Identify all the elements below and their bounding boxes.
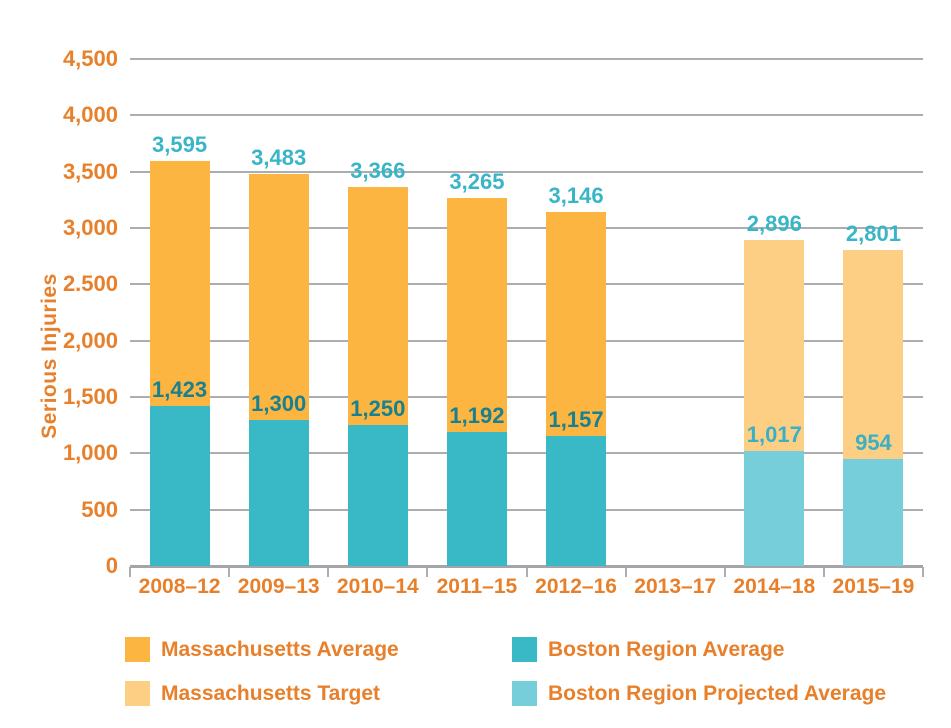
x-tick-mark: [129, 567, 131, 577]
x-tick-mark: [922, 567, 924, 577]
legend-swatch: [512, 681, 537, 706]
x-tick-label: 2009–13: [237, 575, 320, 598]
x-tick-label: 2012–16: [535, 575, 617, 598]
x-tick-mark: [822, 567, 825, 577]
legend-label: Boston Region Average: [548, 638, 785, 661]
y-tick-label: 4,500: [62, 46, 118, 71]
bar-segment-massachusetts-target: [744, 239, 805, 452]
y-tick-label: 3,500: [62, 158, 118, 184]
gridline: [130, 396, 923, 398]
bar-total-label: 2,896: [746, 210, 802, 236]
legend-swatch: [125, 637, 150, 662]
bar-segment-massachusetts-average: [149, 160, 210, 406]
x-tick-label: 2011–15: [436, 575, 518, 598]
bar-total-label: 3,595: [152, 131, 208, 157]
bar-segment-boston-average: [149, 405, 210, 566]
gridline: [130, 339, 923, 342]
x-tick-label: 2008–12: [138, 575, 221, 598]
gridline: [130, 227, 923, 229]
bar-segment-boston-average: [546, 435, 607, 566]
x-axis-line: [130, 564, 923, 568]
legend-label: Massachusetts Average: [161, 638, 399, 661]
legend-label: Boston Region Projected Average: [548, 682, 887, 705]
y-tick-label: 2.500: [62, 271, 118, 297]
y-tick-label: 3,000: [62, 215, 118, 240]
x-tick-mark: [525, 567, 528, 577]
y-tick-label: 1,500: [62, 384, 118, 409]
bar-total-label: 2,801: [845, 221, 901, 247]
gridline: [130, 508, 923, 511]
gridline: [130, 452, 923, 455]
y-tick-label: 0: [105, 553, 118, 578]
bar-inner-label: 1,250: [350, 396, 406, 422]
x-tick-label: 2014–18: [733, 575, 816, 598]
bar-inner-label: 1,300: [251, 390, 307, 416]
x-tick-label: 2015–19: [832, 575, 915, 598]
bar-segment-boston-average: [248, 419, 309, 566]
bar-inner-label: 954: [855, 429, 892, 455]
bar-segment-boston-average: [446, 431, 507, 566]
y-tick-label: 1,000: [62, 440, 118, 466]
gridline: [130, 114, 923, 117]
x-tick-label: 2013–17: [634, 575, 717, 598]
bar-segment-massachusetts-average: [546, 211, 607, 436]
x-tick-mark: [426, 567, 429, 577]
bar-segment-boston-projected: [843, 458, 904, 566]
bar-total-label: 3,146: [548, 182, 604, 208]
y-tick-label: 500: [81, 496, 118, 522]
x-tick-mark: [228, 567, 231, 577]
bar-total-label: 3,483: [251, 144, 307, 170]
x-tick-mark: [327, 567, 330, 577]
bar-segment-massachusetts-average: [347, 186, 408, 426]
gridline: [130, 170, 923, 173]
bar-segment-boston-projected: [744, 451, 805, 566]
x-tick-label: 2010–14: [336, 575, 419, 598]
bar-inner-label: 1,423: [152, 376, 208, 402]
bar-segment-massachusetts-target: [843, 250, 904, 459]
legend-swatch: [512, 637, 537, 662]
bar-inner-label: 1,017: [746, 422, 802, 448]
bar-total-label: 3,366: [350, 157, 406, 183]
legend-item: Boston Region Average: [512, 637, 784, 662]
legend-swatch: [125, 681, 150, 706]
gridline: [130, 283, 923, 286]
legend-item: Massachusetts Target: [125, 681, 380, 706]
bar-inner-label: 1,192: [449, 402, 505, 428]
x-tick-mark: [723, 567, 726, 577]
bar-segment-massachusetts-average: [446, 198, 507, 432]
legend-item: Massachusetts Average: [125, 637, 399, 662]
bar-segment-boston-average: [347, 425, 408, 566]
bar-total-label: 3,265: [449, 169, 505, 195]
gridline: [130, 58, 923, 60]
legend-item: Boston Region Projected Average: [512, 681, 886, 706]
legend-label: Massachusetts Target: [161, 682, 381, 705]
bar-segment-massachusetts-average: [248, 173, 309, 420]
x-tick-mark: [624, 567, 627, 577]
bar-inner-label: 1,157: [548, 406, 604, 432]
y-tick-label: 2,000: [62, 327, 118, 353]
y-tick-label: 4,000: [62, 102, 118, 128]
